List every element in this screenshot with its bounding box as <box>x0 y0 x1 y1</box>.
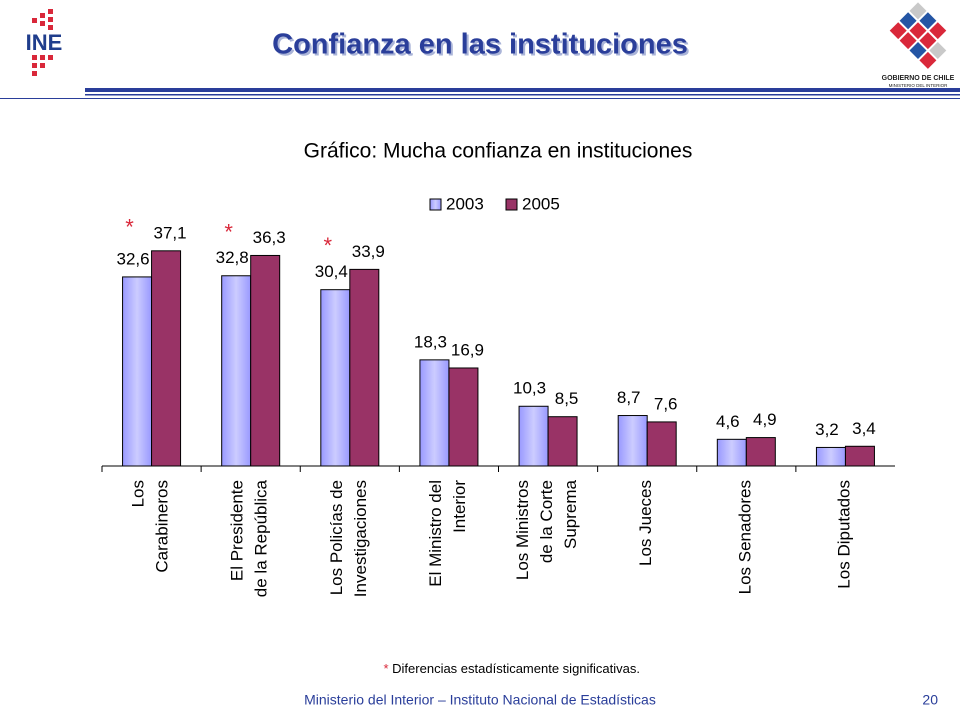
bar <box>745 437 776 467</box>
value-label: 8,5 <box>555 389 579 408</box>
x-tick-label: Los Ministros de la Corte Suprema <box>514 479 581 580</box>
value-label: 3,2 <box>815 420 839 439</box>
logo-line1: GOBIERNO DE CHILE <box>882 75 955 82</box>
bar <box>349 268 380 467</box>
legend-label: 2003 <box>446 194 484 213</box>
bar <box>122 276 153 467</box>
legend-swatch <box>429 198 442 211</box>
legend-label: 2005 <box>522 194 560 213</box>
value-label: 16,9 <box>451 340 484 359</box>
header-rule <box>0 88 960 99</box>
bar <box>617 415 648 467</box>
value-label: 4,9 <box>753 410 777 429</box>
bar <box>844 445 875 467</box>
ine-text: INE <box>26 30 63 55</box>
footnote-text: Diferencias estadísticamente significati… <box>392 661 640 676</box>
value-label: 36,3 <box>253 228 286 247</box>
bar <box>151 250 182 467</box>
value-label: 37,1 <box>154 223 187 242</box>
bar <box>646 421 677 467</box>
value-label: 18,3 <box>414 332 447 351</box>
slide-title: Confianza en las instituciones <box>272 29 688 61</box>
value-label: 33,9 <box>352 242 385 261</box>
bar <box>250 254 281 467</box>
chart: 32,637,1 * Los Carabineros 32,836,3 * El Presi… <box>101 194 895 597</box>
bar <box>815 446 846 467</box>
footer-text: Ministerio del Interior – Instituto Naci… <box>304 692 656 708</box>
significance-mark: * <box>125 215 134 240</box>
value-label: 32,6 <box>117 249 150 268</box>
value-label: 32,8 <box>216 248 249 267</box>
bar <box>320 289 351 467</box>
value-label: 4,6 <box>716 412 740 431</box>
x-tick-label: El Presidente de la República <box>228 479 271 597</box>
page-number: 20 <box>922 692 938 708</box>
title-shadow: Confianza en las instituciones <box>274 31 690 63</box>
bar <box>716 438 747 467</box>
ine-logo: INE <box>26 9 63 76</box>
bar <box>547 416 578 467</box>
chart-title: Gráfico: Mucha confianza en institucione… <box>304 140 693 163</box>
value-label: 10,3 <box>513 379 546 398</box>
x-tick-label: Los Jueces <box>637 480 656 566</box>
footnote-marker: * <box>383 661 388 676</box>
value-label: 3,4 <box>852 419 876 438</box>
x-tick-label: Los Diputados <box>835 480 854 589</box>
legend-swatch <box>505 198 518 211</box>
bar <box>221 275 252 467</box>
footnote: * Diferencias estadísticamente significa… <box>383 661 640 676</box>
x-tick-label: Los Senadores <box>736 480 755 594</box>
significance-mark: * <box>324 233 333 258</box>
value-label: 30,4 <box>315 262 348 281</box>
significance-mark: * <box>224 219 233 244</box>
x-tick-label: El Ministro del Interior <box>426 480 469 587</box>
x-tick-label: Los Policías de Investigaciones <box>327 480 370 597</box>
bar <box>448 367 479 467</box>
bar <box>419 359 450 467</box>
bar <box>518 405 549 467</box>
x-tick-label: Los Carabineros <box>129 480 172 573</box>
logo-line2: MINISTERIO DEL INTERIOR <box>889 83 949 88</box>
value-label: 8,7 <box>617 388 641 407</box>
value-label: 7,6 <box>654 394 678 413</box>
